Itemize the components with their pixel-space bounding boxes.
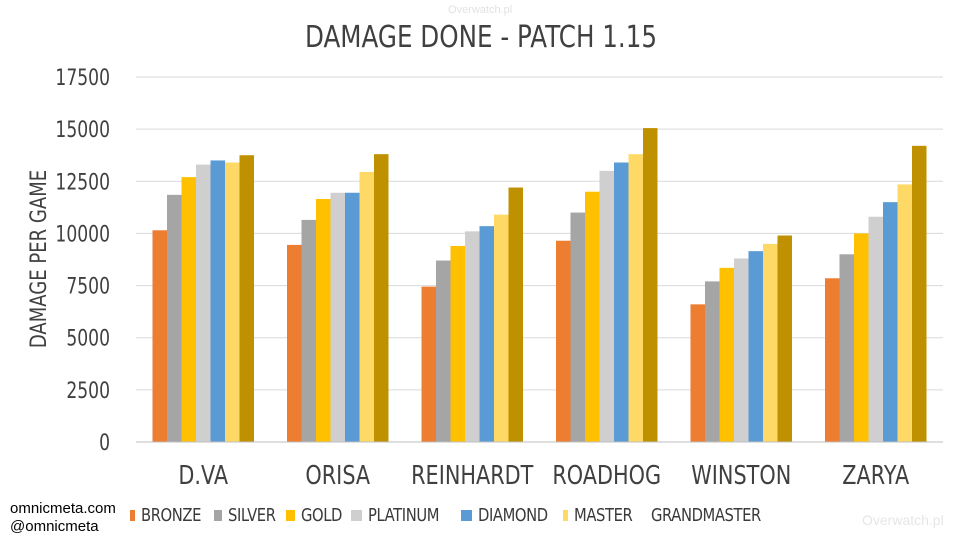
bar-winston-bronze [690,304,705,442]
legend-label: PLATINUM [368,505,440,526]
x-tick-label: ZARYA [842,460,909,491]
legend-item-bronze: BRONZE [130,505,214,526]
x-axis-ticks: D.VA ORISA REINHARDT ROADHOG WINSTON ZARYA [178,460,909,491]
y-axis-ticks: 0 2500 5000 7500 10000 12500 15000 17500 [55,65,110,456]
x-tick-label: REINHARDT [411,460,534,491]
bar-zarya-master [897,184,912,442]
bar-roadhog-gold [585,191,600,442]
bar-reinhardt-silver [436,260,451,442]
legend-item-master: MASTER [563,505,645,526]
legend-swatch [214,510,223,521]
x-tick-label: ORISA [305,460,370,491]
bar-roadhog-platinum [599,170,614,442]
y-tick-label: 5000 [66,326,110,352]
bar-orisa-silver [301,219,316,442]
bar-roadhog-bronze [556,240,571,442]
legend-swatch [286,510,295,521]
legend-label: GRANDMASTER [651,505,761,526]
legend-label: BRONZE [140,505,201,526]
y-tick-label: 15000 [55,117,110,143]
bar-roadhog-master [628,154,643,442]
bar-dva-master [225,162,240,442]
legend: BRONZE SILVER GOLD PLATINUM DIAMOND MASTER GRA… [130,505,765,526]
y-tick-label: 7500 [66,273,110,299]
bar-winston-silver [705,281,720,442]
x-tick-label: D.VA [178,460,228,491]
y-tick-label: 12500 [55,169,110,195]
legend-item-diamond: DIAMOND [461,505,563,526]
bar-zarya-gold [854,233,869,442]
x-tick-label: ROADHOG [552,460,661,491]
legend-label: SILVER [228,505,276,526]
bar-winston-platinum [734,258,749,442]
legend-item-gold: GOLD [286,505,351,526]
legend-label: MASTER [573,505,633,526]
legend-item-platinum: PLATINUM [351,505,461,526]
legend-item-silver: SILVER [214,505,286,526]
bar-orisa-bronze [287,244,302,442]
bar-orisa-diamond [345,192,360,442]
bar-dva-grandmaster [239,155,254,442]
y-tick-label: 10000 [55,221,110,247]
y-tick-label: 2500 [66,378,110,404]
bar-winston-gold [719,267,734,442]
bar-zarya-silver [839,254,854,442]
bar-reinhardt-gold [450,245,465,442]
bar-roadhog-grandmaster [643,128,658,442]
legend-swatch [351,510,362,521]
gridlines [136,76,943,391]
bar-orisa-master [359,171,374,442]
y-tick-label: 17500 [55,65,110,91]
bar-reinhardt-grandmaster [508,187,523,442]
bar-winston-grandmaster [777,235,792,442]
bar-orisa-platinum [330,192,345,442]
watermark-top: Overwatch.pl [448,4,513,16]
credit-handle: @omnicmeta [10,518,99,535]
chart-title: DAMAGE DONE - PATCH 1.15 [305,21,657,55]
bar-zarya-grandmaster [912,145,927,443]
bar-roadhog-silver [570,212,585,442]
credit-site: omnicmeta.com [10,500,116,517]
bar-reinhardt-diamond [479,226,494,442]
bar-reinhardt-master [494,214,509,442]
bar-winston-master [763,243,778,442]
legend-label: GOLD [300,505,342,526]
watermark-bottom-right: Overwatch.pl [862,512,944,528]
bars [152,128,927,443]
legend-label: DIAMOND [477,505,548,526]
bar-dva-gold [181,177,196,442]
x-tick-label: WINSTON [691,460,791,491]
bar-zarya-diamond [883,202,898,442]
bar-zarya-platinum [868,216,883,442]
bar-dva-silver [167,194,182,442]
y-axis-label: DAMAGE PER GAME [25,170,51,348]
bar-reinhardt-platinum [465,231,480,442]
bar-reinhardt-bronze [421,286,436,442]
bar-winston-diamond [748,251,763,442]
bar-dva-platinum [196,164,211,442]
bar-orisa-gold [316,199,331,442]
bar-dva-diamond [210,160,225,442]
legend-item-grandmaster: GRANDMASTER [645,505,765,526]
legend-swatch [461,510,472,521]
bar-dva-bronze [152,230,167,442]
bar-roadhog-diamond [614,162,629,442]
legend-swatch [563,510,568,521]
bar-orisa-grandmaster [374,154,389,442]
y-tick-label: 0 [99,430,110,456]
bar-zarya-bronze [825,278,840,442]
legend-swatch [130,510,135,521]
